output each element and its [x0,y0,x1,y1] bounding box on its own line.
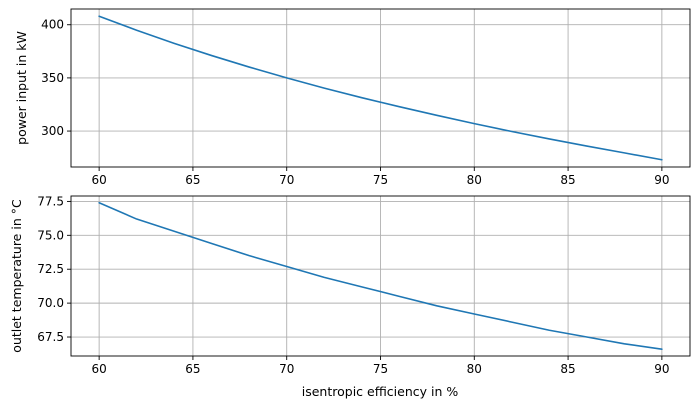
power-input-y-axis-label: power input in kW [14,31,29,145]
power-input-x-tick-label: 80 [467,173,482,187]
power-input-x-tick-label: 70 [279,173,294,187]
power-input-grid [71,9,690,167]
power-input-y-tick-label: 350 [41,71,64,85]
power-input-x-tick-label: 90 [654,173,669,187]
outlet-temperature-x-tick-label: 80 [467,362,482,376]
power-input-x-tick-label: 75 [373,173,388,187]
power-input-subplot: 60 65 70 75 80 85 90 300 350 400 power input in k… [14,8,691,187]
outlet-temperature-ticks: 60 65 70 75 80 85 90 67.5 70.0 72.5 75.0 77.5 [37,194,669,376]
outlet-temperature-x-tick-label: 85 [560,362,575,376]
outlet-temperature-grid [71,196,690,356]
outlet-temperature-x-tick-label: 75 [373,362,388,376]
power-input-y-tick-label: 400 [41,18,64,32]
outlet-temperature-x-tick-label: 90 [654,362,669,376]
outlet-temperature-y-tick-label: 72.5 [37,262,64,276]
outlet-temperature-y-tick-label: 67.5 [37,330,64,344]
outlet-temperature-x-tick-label: 70 [279,362,294,376]
power-input-x-tick-label: 85 [560,173,575,187]
outlet-temperature-x-tick-label: 60 [91,362,106,376]
power-input-ticks: 60 65 70 75 80 85 90 300 350 400 [41,18,669,187]
outlet-temperature-y-tick-label: 70.0 [37,296,64,310]
outlet-temperature-line [98,201,663,351]
outlet-temperature-subplot: 60 65 70 75 80 85 90 67.5 70.0 72.5 75.0 77.5 outle… [9,194,691,399]
power-input-x-tick-label: 65 [185,173,200,187]
outlet-temperature-y-tick-label: 75.0 [37,228,64,242]
outlet-temperature-y-axis-label: outlet temperature in °C [9,199,24,353]
power-input-x-tick-label: 60 [91,173,106,187]
power-input-y-tick-label: 300 [41,124,64,138]
isentropic-efficiency-x-axis-label: isentropic efficiency in % [302,384,459,399]
power-input-line [98,15,663,161]
outlet-temperature-y-tick-label: 77.5 [37,194,64,208]
outlet-temperature-x-tick-label: 65 [185,362,200,376]
